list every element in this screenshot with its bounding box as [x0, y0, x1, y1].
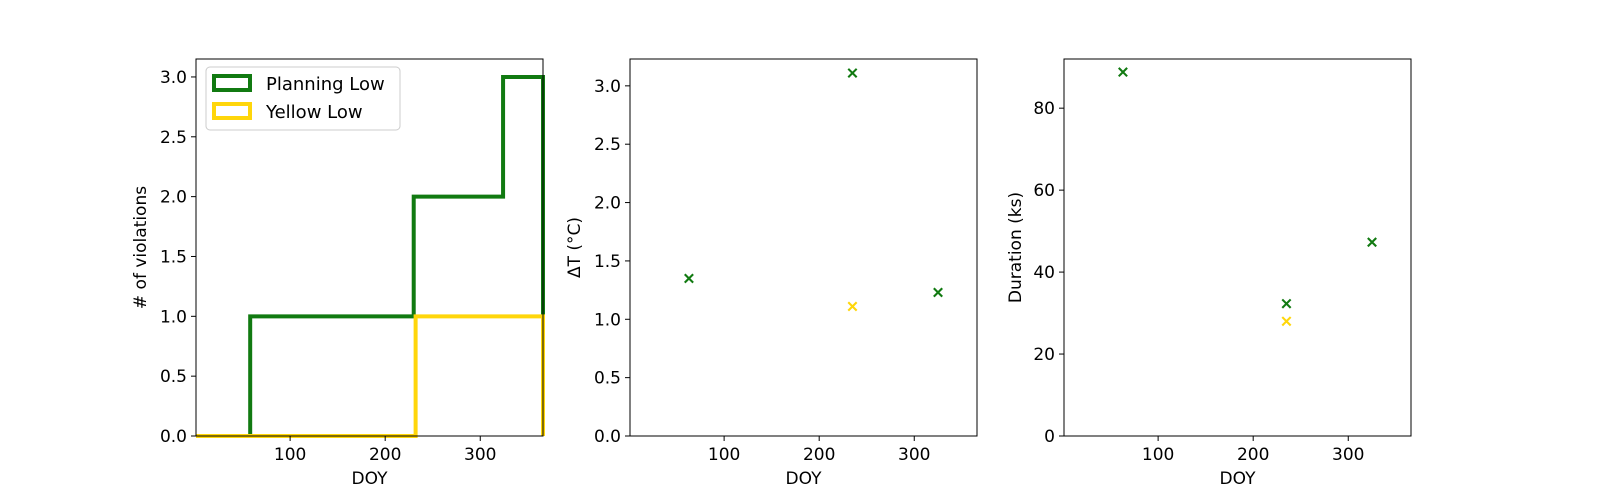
- y-tick-label: 1.5: [594, 252, 621, 272]
- legend-entry-label: Planning Low: [266, 74, 385, 95]
- x-tick-label: 100: [274, 445, 306, 465]
- axes-frame: [1063, 58, 1412, 437]
- x-tick-label: 300: [464, 445, 496, 465]
- y-tick-label: 40: [1033, 263, 1055, 283]
- y-tick-label: 0.5: [160, 367, 187, 387]
- scatter-point-series0-0: [684, 273, 694, 284]
- marker-stroke: [1117, 67, 1128, 78]
- x-axis-label: DOY: [1220, 469, 1257, 489]
- scatter-point-series1-0: [1281, 316, 1292, 327]
- scatter-point-series0-2: [933, 287, 943, 298]
- series-line-planning-low: [196, 74, 545, 438]
- y-tick-label: 1.0: [594, 310, 621, 330]
- y-tick-label: 3.0: [160, 68, 187, 88]
- y-tick-label: 2.0: [160, 188, 187, 208]
- marker-stroke: [933, 287, 943, 298]
- axes-frame: [629, 58, 978, 437]
- x-tick-label: 200: [369, 445, 401, 465]
- x-axis-label: DOY: [352, 469, 389, 489]
- x-tick-label: 300: [1332, 445, 1364, 465]
- y-tick-label: 2.5: [160, 128, 187, 148]
- y-tick-label: 1.0: [160, 307, 187, 327]
- marker-stroke: [1367, 237, 1377, 248]
- x-tick-label: 100: [708, 445, 740, 465]
- duration-scatter-chart: 100 200 300 0 20 40 60 80 DOY Duration (ks): [1006, 58, 1412, 489]
- y-tick-label: 2.5: [594, 135, 621, 155]
- legend-box: [205, 66, 401, 131]
- x-tick-label: 100: [1142, 445, 1174, 465]
- violations-step-chart: 100 200 300 0.0 0.5 1.0 1.5 2.0 2.5 3.0 DOY # of vi…: [131, 58, 545, 489]
- y-axis-label: # of violations: [131, 186, 151, 309]
- legend-swatch: [212, 74, 252, 92]
- y-tick-label: 1.5: [160, 247, 187, 267]
- y-tick-label: 80: [1033, 99, 1055, 119]
- scatter-point-series0-1: [1281, 298, 1292, 309]
- y-tick-label: 20: [1033, 345, 1055, 365]
- legend-swatch: [212, 102, 252, 120]
- y-tick-label: 2.0: [594, 194, 621, 214]
- y-tick-label: 3.0: [594, 77, 621, 97]
- x-axis-label: DOY: [786, 469, 823, 489]
- y-tick-label: 0.0: [160, 427, 187, 447]
- scatter-point-series0-1: [847, 68, 858, 78]
- scatter-point-series0-0: [1117, 67, 1128, 78]
- x-tick-label: 200: [1237, 445, 1269, 465]
- scatter-point-series1-0: [847, 301, 858, 312]
- marker-stroke: [1281, 316, 1292, 327]
- marker-stroke: [684, 273, 694, 284]
- legend: Planning Low Yellow Low: [205, 66, 401, 131]
- y-tick-label: 0.5: [594, 369, 621, 389]
- y-axis-label: Duration (ks): [1006, 192, 1026, 303]
- legend-entry-label: Yellow Low: [265, 102, 363, 123]
- y-axis-label: ΔT (°C): [565, 217, 585, 278]
- scatter-point-series0-2: [1367, 237, 1377, 248]
- marker-stroke: [1281, 298, 1292, 309]
- x-tick-label: 300: [898, 445, 930, 465]
- marker-stroke: [847, 301, 858, 312]
- axes-frame: [195, 58, 544, 437]
- y-tick-label: 0: [1044, 427, 1055, 447]
- marker-stroke: [847, 68, 858, 78]
- x-tick-label: 200: [803, 445, 835, 465]
- y-tick-label: 60: [1033, 181, 1055, 201]
- y-tick-label: 0.0: [594, 427, 621, 447]
- delta-t-scatter-chart: 100 200 300 0.0 0.5 1.0 1.5 2.0 2.5 3.0 DOY ΔT (°C): [565, 58, 978, 489]
